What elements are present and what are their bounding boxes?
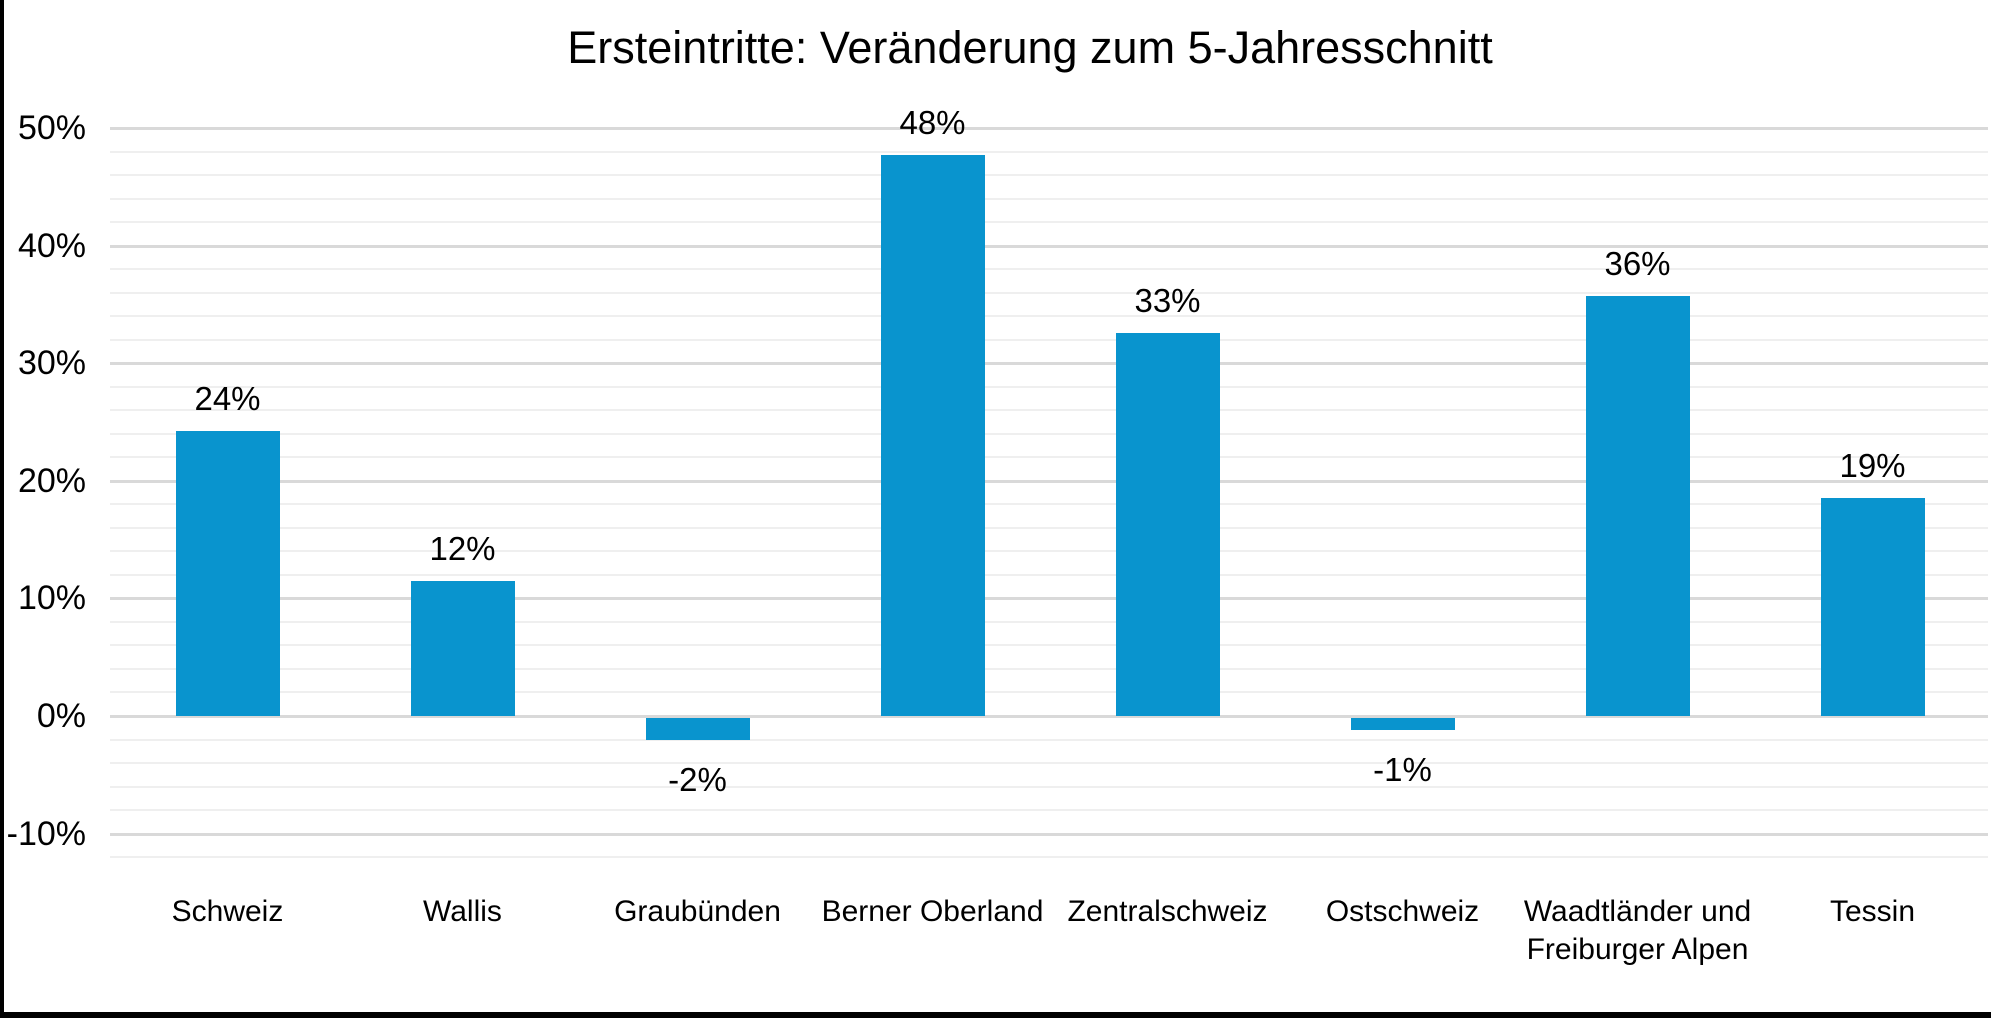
- bar-value-label: 24%: [194, 380, 261, 418]
- y-axis-tick-label: 40%: [17, 226, 86, 265]
- y-gridline-minor: [110, 856, 1988, 859]
- y-gridline-minor: [110, 738, 1988, 741]
- y-gridline-minor: [110, 762, 1988, 765]
- category-label: Ostschweiz: [1325, 895, 1480, 928]
- bottom-edge-bar: [0, 1012, 1991, 1018]
- y-gridline-minor: [110, 526, 1988, 529]
- y-axis-tick-label: 50%: [17, 109, 86, 147]
- chart-bar: [645, 718, 750, 741]
- y-gridline-minor: [110, 315, 1988, 318]
- y-gridline-major: [110, 832, 1988, 836]
- y-axis-tick-label: 30%: [17, 344, 86, 383]
- category-label: Graubünden: [614, 895, 781, 928]
- y-gridline-minor: [110, 691, 1988, 694]
- y-gridline-major: [110, 244, 1988, 248]
- chart-bar: [1350, 718, 1455, 730]
- y-axis-tick-label: -10%: [6, 814, 86, 853]
- bar-value-label: -1%: [1373, 750, 1432, 788]
- y-gridline-minor: [110, 150, 1988, 153]
- bar-value-label: 33%: [1134, 281, 1201, 319]
- y-gridline-minor: [110, 385, 1988, 388]
- y-axis-tick-label: 20%: [17, 461, 86, 500]
- chart-bar: [880, 155, 985, 716]
- y-gridline-major: [110, 127, 1988, 130]
- chart-bar: [410, 580, 515, 716]
- chart-bar: [1820, 498, 1925, 716]
- y-gridline-minor: [110, 456, 1988, 459]
- chart-bar: [175, 431, 280, 716]
- y-gridline-minor: [110, 573, 1988, 576]
- y-axis-tick-label: 0%: [36, 697, 86, 735]
- category-label: Waadtländer und Freiburger Alpen: [1523, 895, 1752, 966]
- y-gridline-minor: [110, 785, 1988, 788]
- category-label: Zentralschweiz: [1067, 895, 1268, 928]
- y-gridline-minor: [110, 174, 1988, 177]
- y-gridline-minor: [110, 338, 1988, 341]
- y-gridline-major: [110, 597, 1988, 601]
- bar-value-label: -2%: [668, 761, 727, 799]
- y-gridline-minor: [110, 809, 1988, 812]
- y-gridline-major: [110, 479, 1988, 483]
- category-label: Tessin: [1829, 895, 1916, 928]
- category-label: Wallis: [423, 895, 502, 928]
- y-gridline-minor: [110, 550, 1988, 553]
- chart-bar: [1115, 332, 1220, 716]
- y-axis-tick-label: 10%: [17, 579, 86, 618]
- bar-value-label: 19%: [1839, 447, 1906, 485]
- chart-bar: [1585, 296, 1690, 716]
- y-gridline-minor: [110, 197, 1988, 200]
- y-gridline-minor: [110, 221, 1988, 224]
- bar-value-label: 36%: [1604, 245, 1671, 283]
- y-gridline-minor: [110, 409, 1988, 412]
- y-gridline-minor: [110, 667, 1988, 670]
- category-label: Berner Oberland: [821, 895, 1044, 928]
- y-gridline-minor: [110, 432, 1988, 435]
- y-gridline-minor: [110, 620, 1988, 623]
- y-gridline-major: [110, 362, 1988, 366]
- y-gridline-minor: [110, 644, 1988, 647]
- left-edge-bar: [0, 0, 4, 1018]
- chart-title: Ersteintritte: Veränderung zum 5-Jahress…: [567, 22, 1493, 73]
- y-gridline-major: [110, 715, 1988, 718]
- y-gridline-minor: [110, 503, 1988, 506]
- y-gridline-minor: [110, 268, 1988, 271]
- y-gridline-minor: [110, 291, 1988, 294]
- category-label: Schweiz: [171, 895, 284, 928]
- bar-value-label: 12%: [429, 529, 496, 567]
- bar-value-label: 48%: [899, 104, 966, 142]
